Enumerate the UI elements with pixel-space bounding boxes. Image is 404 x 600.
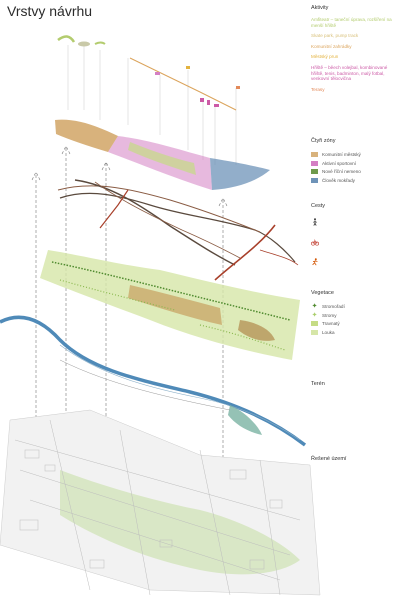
vegetation-label: Stromy — [322, 312, 337, 318]
vegetation-swatch: ✦ — [311, 303, 318, 310]
vegetation-swatch — [311, 329, 318, 335]
vegetation-swatch: ✦ — [311, 311, 318, 319]
vegetation-heading: Vegetace — [311, 290, 334, 296]
roads-heading: Cesty — [311, 203, 326, 209]
zones-layer — [55, 119, 270, 190]
bicycle-icon — [311, 233, 325, 251]
vegetation-label: Louka — [322, 329, 335, 335]
thin-activity-lines — [67, 45, 237, 165]
vegetation-item: Travnatý — [311, 321, 345, 326]
activity-label: Městský prun — [311, 54, 339, 60]
activity-label: Amfiteatr – taneční úprava, rozšíření na… — [311, 17, 392, 28]
zones-legend: Čtyři zóny Komunitní městský Aktivní spo… — [311, 138, 361, 186]
activity-item: Terasy — [311, 87, 396, 93]
zone-label: Aktivní sportovní — [322, 160, 356, 166]
zones-heading: Čtyři zóny — [311, 138, 336, 144]
vegetation-legend: Vegetace ✦ Stromořadí ✦ Stromy Travnatý Lo… — [311, 290, 345, 338]
zone-swatch — [311, 169, 318, 174]
area-legend: Řešené území — [311, 456, 346, 462]
page-title: Vrstvy návrhu — [7, 3, 93, 19]
activity-item: Skate park, pump track — [311, 33, 396, 39]
vegetation-label: Stromořadí — [322, 304, 345, 309]
activity-item: Komunitní zahrádky — [311, 44, 396, 50]
area-heading: Řešené území — [311, 456, 347, 462]
zone-item: Aktivní sportovní — [311, 160, 361, 166]
vegetation-label: Travnatý — [322, 321, 340, 326]
vegetation-layer — [40, 250, 300, 360]
activity-label: Komunitní zahrádky — [311, 43, 352, 49]
activity-item: Městský prun — [311, 54, 396, 60]
terrain-heading: Terén — [311, 381, 325, 387]
vegetation-item: ✦ Stromořadí — [311, 303, 345, 310]
activities-legend: Aktivity Amfiteatr – taneční úprava, roz… — [311, 5, 401, 97]
terrain-legend: Terén — [311, 381, 325, 387]
zone-label: Komunitní městský — [322, 152, 361, 157]
vegetation-item: ✦ Stromy — [311, 311, 345, 319]
activity-item: Hřiště – běech volejbal, kombinované hři… — [311, 65, 396, 82]
zone-item: Člověk mokřady — [311, 177, 361, 183]
activity-label: Skate park, pump track — [311, 33, 359, 39]
zone-label: Nové říční nemeno — [322, 169, 361, 174]
activities-heading: Aktivity — [311, 5, 329, 11]
zone-swatch — [311, 160, 318, 166]
runner-icon — [311, 253, 325, 271]
zone-swatch — [311, 177, 318, 183]
vegetation-swatch — [311, 321, 318, 326]
activity-label: Hřiště – běech volejbal, kombinované hři… — [311, 64, 388, 82]
roads-legend: Cesty — [311, 203, 325, 273]
activity-label: Terasy — [311, 86, 325, 92]
zone-swatch — [311, 152, 318, 157]
pedestrian-icon — [311, 213, 325, 231]
vegetation-item: Louka — [311, 329, 345, 335]
activities-layer — [57, 35, 240, 111]
activity-item: Amfiteatr – taneční úprava, rozšíření na… — [311, 17, 396, 28]
terrain-layer — [0, 315, 307, 447]
zone-item: Komunitní městský — [311, 152, 361, 157]
base-area-layer — [0, 409, 321, 596]
zone-item: Nové říční nemeno — [311, 169, 361, 174]
zone-label: Člověk mokřady — [322, 177, 355, 183]
roads-layer — [57, 179, 299, 281]
